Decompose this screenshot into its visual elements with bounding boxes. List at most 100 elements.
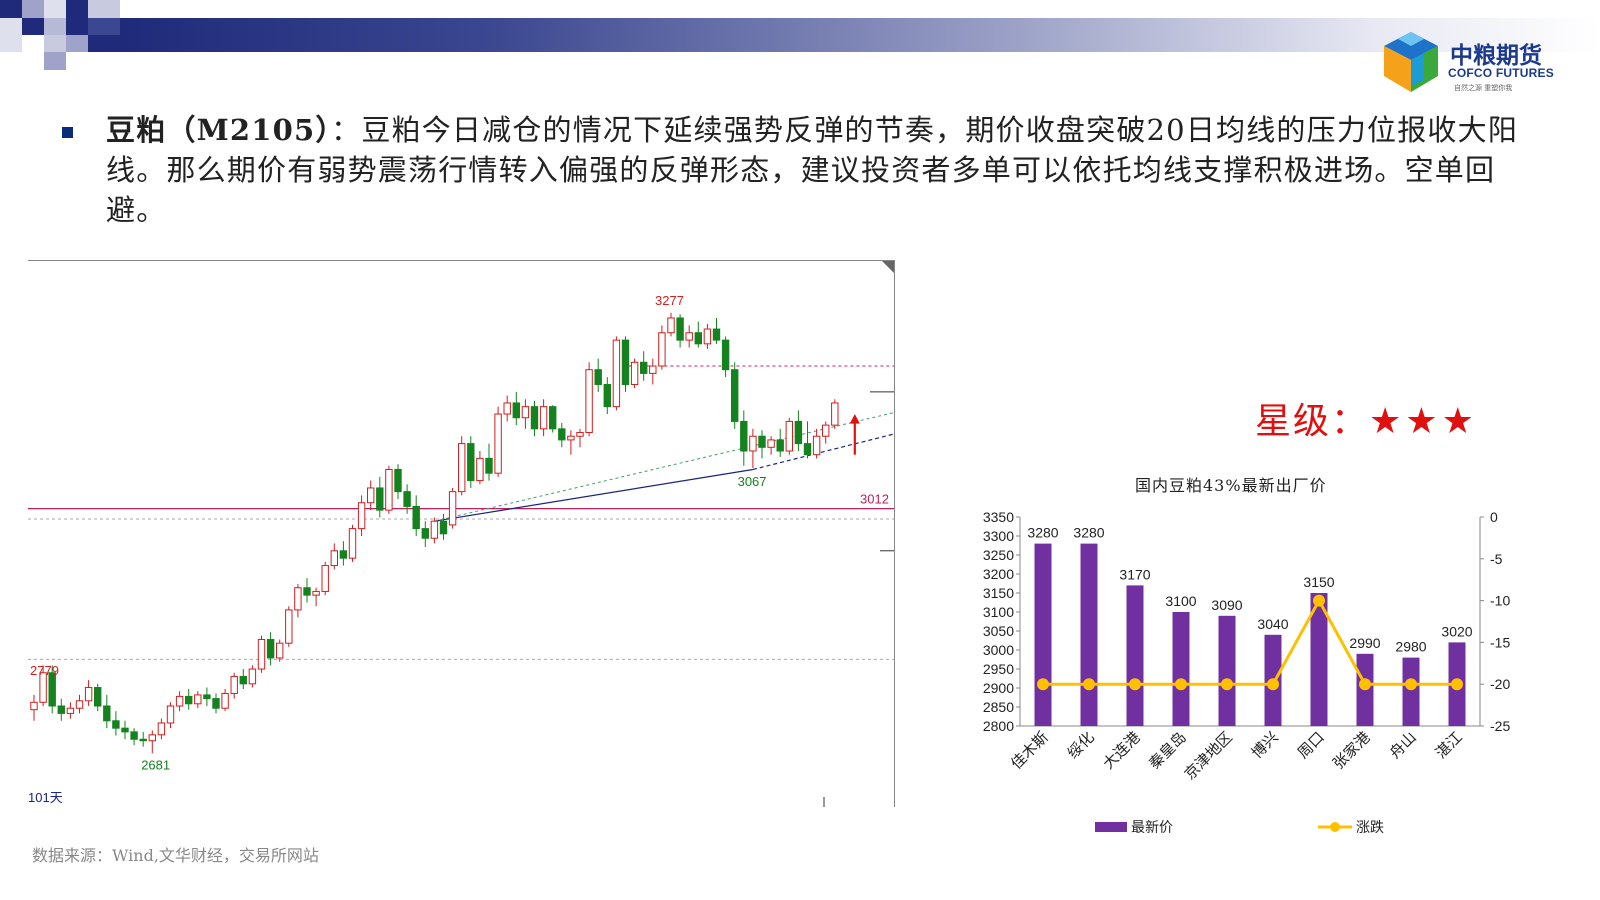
legend-line-marker <box>1330 822 1340 832</box>
candle <box>539 399 548 437</box>
candle-body <box>103 705 111 722</box>
candle <box>758 430 766 459</box>
candle <box>448 487 457 529</box>
left-tick-label: 2800 <box>983 718 1014 734</box>
candle <box>66 702 75 719</box>
candle <box>84 680 93 706</box>
bar-value-label: 3150 <box>1303 574 1334 590</box>
candle <box>112 711 120 736</box>
left-tick-label: 3100 <box>983 604 1014 620</box>
title-banner <box>120 18 1600 52</box>
left-tick-label: 3200 <box>983 566 1014 582</box>
change-point <box>1221 678 1233 691</box>
bar-value-label: 2980 <box>1395 639 1426 655</box>
candlestick-chart: 3277 3067 3012 2779 2681 101天 <box>28 260 895 807</box>
bar-value-label: 3170 <box>1119 566 1150 582</box>
candle <box>385 465 393 514</box>
change-point <box>1175 678 1187 691</box>
candle-body <box>539 406 548 430</box>
candle <box>667 312 675 337</box>
bullet-square-icon <box>62 127 73 138</box>
company-logo: 中粮期货 COFCO FUTURES 自然之源 重塑你我 <box>1380 28 1580 98</box>
candle-body <box>558 428 566 441</box>
candle <box>458 436 466 496</box>
candle-body <box>740 420 748 452</box>
candle <box>212 693 220 714</box>
candle-body <box>403 491 411 507</box>
candle-body <box>276 642 284 659</box>
candle-body <box>421 528 430 539</box>
candle <box>549 405 557 433</box>
price-annotation: 3277 <box>655 293 684 308</box>
candle-body <box>257 638 266 670</box>
candle <box>421 521 430 548</box>
price-bar <box>1310 593 1328 726</box>
candle <box>439 513 448 540</box>
candle-body <box>312 590 320 596</box>
bar-value-label: 3280 <box>1027 525 1058 541</box>
candle <box>731 362 739 429</box>
candle-body <box>694 332 702 345</box>
candle <box>630 358 639 389</box>
candle-body <box>612 339 621 408</box>
candle <box>794 410 803 451</box>
price-bar <box>1402 657 1420 726</box>
candle <box>676 314 684 348</box>
contract-keyword: 豆粕（M2105） <box>106 113 332 147</box>
candle <box>248 665 257 688</box>
cube-logo-icon <box>1384 32 1438 92</box>
candle <box>649 358 657 385</box>
candle-body <box>603 383 611 408</box>
candle <box>376 476 384 518</box>
candle <box>257 635 266 673</box>
candle-body <box>330 550 339 567</box>
candle-body <box>203 694 211 700</box>
candle <box>776 428 784 457</box>
candlestick-svg: 3277 3067 3012 2779 2681 101天 <box>28 261 895 807</box>
candle <box>749 428 757 468</box>
candle <box>621 336 630 392</box>
candle-body <box>530 406 539 430</box>
candle <box>503 395 511 422</box>
candle <box>166 702 175 729</box>
candle-body <box>630 361 639 385</box>
candle-body <box>121 727 129 733</box>
up-arrow-head-icon <box>849 414 860 424</box>
candle-body <box>130 731 138 740</box>
candle <box>685 325 693 348</box>
legend-bar-swatch <box>1095 822 1127 832</box>
candle-body <box>66 707 75 714</box>
rating: 星级：★★★ <box>1255 392 1478 444</box>
candle-body <box>758 435 766 448</box>
candle <box>603 377 611 415</box>
candle <box>94 683 102 712</box>
candle-body <box>412 505 420 530</box>
trendline-solid <box>434 468 753 522</box>
right-tick-label: -20 <box>1490 676 1510 692</box>
candle <box>430 517 439 544</box>
candle-body <box>303 587 311 596</box>
category-label: 绥化 <box>1064 728 1098 762</box>
candle-body <box>567 435 575 441</box>
candle <box>412 495 420 536</box>
candle-body <box>521 406 530 419</box>
candle-body <box>339 550 348 559</box>
candle-body <box>831 402 839 426</box>
category-label: 秦皇岛 <box>1145 728 1190 773</box>
candle-body <box>221 692 229 709</box>
candle-body <box>712 328 721 341</box>
candle <box>330 543 339 570</box>
candle <box>294 584 302 618</box>
candle <box>357 495 366 536</box>
candle-body <box>175 695 184 707</box>
candle <box>585 362 593 437</box>
candle-body <box>794 420 803 445</box>
corner-marker-icon <box>882 261 894 273</box>
left-tick-label: 3050 <box>983 623 1014 639</box>
candle-body <box>94 687 102 707</box>
candle <box>812 428 821 459</box>
candle <box>75 694 84 714</box>
candle-body <box>576 432 584 437</box>
candle <box>148 730 156 754</box>
candle-body <box>57 705 66 714</box>
